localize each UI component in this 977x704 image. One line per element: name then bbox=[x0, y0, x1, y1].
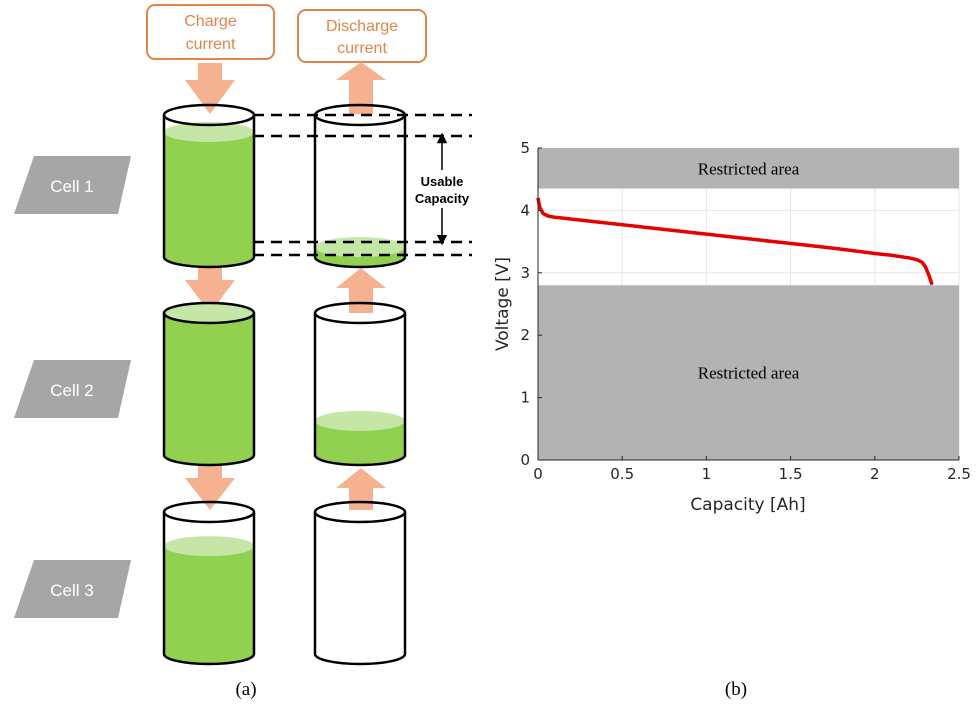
cylinder-discharge-3 bbox=[313, 500, 407, 666]
y-tick-label: 1 bbox=[520, 389, 530, 407]
voltage-curve bbox=[536, 197, 934, 286]
liquid-surface bbox=[315, 410, 405, 431]
discharge-current-box bbox=[297, 9, 427, 63]
cylinder-charge-2 bbox=[162, 301, 256, 467]
cell-label-shape-1 bbox=[14, 156, 131, 214]
panel-b: Restricted area Restricted area 0 0.5 1 1.5 2 2… bbox=[493, 139, 971, 700]
caption-b: (b) bbox=[725, 679, 747, 700]
cylinder-discharge-2 bbox=[313, 301, 407, 467]
charge-current-box bbox=[146, 4, 275, 60]
cell-label-3: Cell 3 bbox=[14, 560, 131, 618]
x-tick-label: 0 bbox=[533, 465, 543, 483]
y-tick-label: 4 bbox=[520, 201, 530, 219]
discharge-arrow-1 bbox=[336, 62, 386, 114]
panel-a: Charge current Discharge current Cell 1 … bbox=[14, 4, 472, 700]
cell-label-1: Cell 1 bbox=[14, 156, 131, 214]
cell-label-text-2: Cell 2 bbox=[50, 381, 93, 400]
x-tick-label: 1.5 bbox=[779, 465, 803, 483]
cell-label-shape-2 bbox=[14, 360, 131, 418]
cylinder-top-rim bbox=[313, 500, 407, 524]
usable-capacity-guides bbox=[253, 113, 472, 257]
x-tick-label: 2.5 bbox=[947, 465, 971, 483]
cylinder-charge-3 bbox=[162, 500, 256, 666]
cylinder-outline bbox=[313, 313, 407, 467]
charge-arrow-3 bbox=[185, 460, 235, 510]
charge-arrow-2 bbox=[185, 262, 235, 313]
x-tick-label: 0.5 bbox=[610, 465, 634, 483]
discharge-current-label-line2: current bbox=[337, 40, 387, 57]
liquid-fill bbox=[315, 420, 405, 465]
cylinder-top-rim bbox=[162, 500, 256, 524]
cylinder-charge-1 bbox=[162, 103, 256, 269]
restricted-region bbox=[538, 285, 959, 460]
y-tick-label: 2 bbox=[520, 326, 530, 344]
charge-arrow-1 bbox=[185, 63, 235, 114]
liquid-fill bbox=[164, 313, 254, 465]
restricted-area-label: Restricted area bbox=[698, 159, 800, 178]
chart-plot-area: Restricted area Restricted area 0 0.5 1 1.5 2 2… bbox=[520, 139, 970, 483]
liquid-surface bbox=[164, 536, 254, 557]
liquid-fill bbox=[164, 546, 254, 664]
y-tick-label: 5 bbox=[520, 139, 530, 157]
cylinder-top-rim bbox=[313, 301, 407, 325]
discharge-arrow-2 bbox=[336, 268, 386, 313]
cylinder-outline bbox=[162, 512, 256, 666]
cylinder-body bbox=[315, 115, 405, 267]
cylinder-outline bbox=[162, 115, 256, 269]
discharge-current-label-line1: Discharge bbox=[326, 18, 398, 35]
usable-capacity-label-line2: Capacity bbox=[415, 191, 470, 206]
cylinder-outline bbox=[313, 512, 407, 666]
x-tick-label: 1 bbox=[702, 465, 712, 483]
y-tick-label: 3 bbox=[520, 264, 530, 282]
discharge-arrow-3 bbox=[336, 468, 386, 510]
charge-current-label-line2: current bbox=[186, 36, 236, 53]
cylinder-outline bbox=[162, 313, 256, 467]
cylinder-discharge-1 bbox=[313, 103, 407, 269]
cell-label-2: Cell 2 bbox=[14, 360, 131, 418]
cylinder-top-rim bbox=[162, 301, 256, 325]
cylinder-outline bbox=[313, 115, 407, 269]
usable-capacity-label-line1: Usable bbox=[421, 174, 464, 189]
y-tick-label: 0 bbox=[520, 451, 530, 469]
liquid-surface bbox=[164, 303, 254, 323]
cell-label-shape-3 bbox=[14, 560, 131, 618]
y-axis-label: Voltage [V] bbox=[493, 257, 513, 351]
cell-label-text-1: Cell 1 bbox=[50, 177, 93, 196]
liquid-fill bbox=[164, 132, 254, 267]
x-axis-label: Capacity [Ah] bbox=[690, 495, 805, 515]
cells-layer bbox=[162, 103, 407, 666]
x-tick-label: 2 bbox=[870, 465, 880, 483]
liquid-surface bbox=[164, 122, 254, 143]
cylinder-body bbox=[315, 512, 405, 664]
restricted-region bbox=[538, 148, 959, 189]
caption-a: (a) bbox=[235, 679, 256, 700]
charge-current-label-line1: Charge bbox=[184, 13, 237, 30]
cell-label-text-3: Cell 3 bbox=[50, 581, 93, 600]
restricted-area-label: Restricted area bbox=[698, 364, 800, 383]
